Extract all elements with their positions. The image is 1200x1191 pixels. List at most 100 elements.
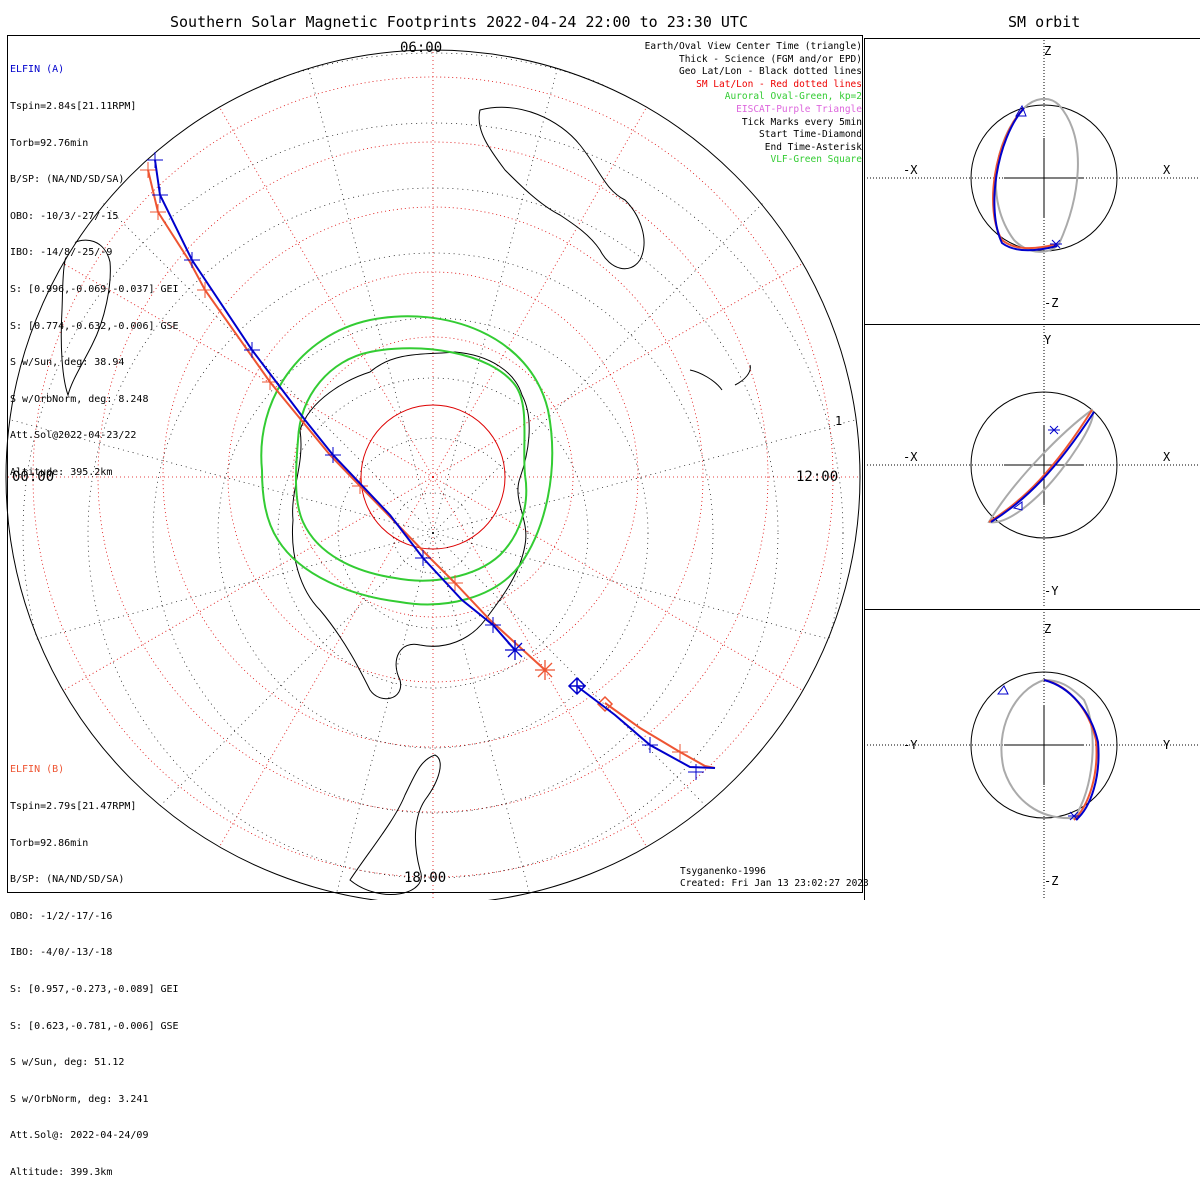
elfin-a-end-asterisk	[505, 640, 525, 660]
orbit-xy-bottom: -Y	[1044, 584, 1059, 598]
elfin-b-name: ELFIN (B)	[10, 764, 65, 776]
elfin-b-altitude: Altitude: 399.3km	[10, 1166, 113, 1178]
geo-lon-line	[432, 49, 568, 534]
orbit-panel-xy	[864, 324, 1200, 609]
orbit-xz-plot	[864, 40, 1200, 322]
geo-lat-circle	[392, 492, 474, 574]
orbit-yz-left: -Y	[903, 738, 918, 752]
legend-science: Thick - Science (FGM and/or EPD)	[678, 53, 862, 65]
map-side-mark: 1	[835, 414, 843, 428]
new-zealand-coastline	[689, 364, 751, 391]
orbit-xy-plot	[864, 326, 1200, 606]
orbit-yz-plot	[864, 612, 1200, 898]
geo-lat-circle	[337, 437, 529, 629]
plot-title: Southern Solar Magnetic Footprints 2022-…	[170, 13, 748, 31]
elfin-a-obo: OBO: -10/3/-27/-15	[10, 210, 119, 222]
elfin-b-attsol: Att.Sol@: 2022-04-24/09	[10, 1130, 149, 1142]
orbit-xz-bottom: -Z	[1044, 296, 1059, 310]
elfin-b-ibo: IBO: -4/0/-13/-18	[10, 947, 113, 959]
elfin-b-tspin: Tspin=2.79s[21.47RPM]	[10, 801, 137, 812]
elfin-a-track	[147, 152, 716, 780]
elfin-a-attsol: Att.Sol@2022-04-23/22	[10, 430, 137, 442]
geo-lat-circle	[22, 122, 844, 900]
geo-lon-line	[5, 398, 434, 534]
elfin-a-bsp: B/SP: (NA/ND/SD/SA)	[10, 174, 125, 186]
elfin-b-end-asterisk	[535, 660, 555, 680]
credits-model: Tsyganenko-1996	[680, 866, 766, 877]
orbit-xz-right: X	[1163, 163, 1171, 177]
elfin-b-s-gse: S: [0.623,-0.781,-0.006] GSE	[10, 1020, 179, 1032]
hour-label-top: 06:00	[400, 40, 443, 56]
legend-start-time: Start Time-Diamond	[759, 129, 862, 141]
geo-lon-line	[65, 532, 434, 900]
credits-created: Created: Fri Jan 13 23:02:27 2023	[680, 878, 869, 889]
legend-view-center: Earth/Oval View Center Time (triangle)	[644, 41, 862, 52]
orbit-yz-top: Z	[1044, 622, 1052, 636]
elfin-a-ibo: IBO: -14/8/-25/-9	[10, 247, 113, 259]
orbit-xz-left: -X	[903, 163, 918, 177]
sm-lat-circle	[162, 206, 704, 748]
sm-lon-line	[432, 236, 849, 478]
hour-label-right: 12:00	[796, 469, 839, 485]
sm-lat-circle	[97, 141, 769, 813]
sm-lon-line	[17, 476, 434, 718]
elfin-a-s-sun: S w/Sun, deg: 38.94	[10, 357, 125, 369]
orbit-plots	[864, 40, 1200, 898]
map-legend: Earth/Oval View Center Time (triangle) T…	[645, 41, 862, 167]
elfin-a-s-gse: S: [0.774,-0.632,-0.006] GSE	[10, 320, 179, 332]
orbit-panel-yz	[864, 609, 1200, 900]
legend-auroral-oval: Auroral Oval-Green, kp=2	[724, 91, 862, 103]
orbit-yz-bottom: -Z	[1044, 874, 1059, 888]
antarctica-coastline	[291, 351, 530, 700]
south-america-coastline	[349, 754, 441, 895]
elfin-a-start-diamond	[567, 676, 587, 696]
geo-lat-circle	[277, 377, 589, 689]
elfin-b-track	[140, 162, 716, 769]
geo-lon-line	[432, 165, 801, 534]
elfin-b-start-diamond	[596, 695, 614, 713]
sm-lon-line	[432, 61, 674, 478]
geo-lat-circle	[87, 187, 779, 879]
orbit-xy-top: Y	[1044, 333, 1052, 347]
auroral-oval-inner	[295, 347, 528, 582]
legend-vlf: VLF-Green Square	[770, 154, 862, 166]
credits: Tsyganenko-1996 Created: Fri Jan 13 23:0…	[680, 866, 869, 890]
geo-lat-circle	[152, 252, 714, 814]
geo-lon-line	[298, 49, 434, 534]
sm-lon-line	[192, 61, 434, 478]
sm-lon-line	[432, 476, 849, 718]
elfin-a-altitude: Altitude: 395.2km	[10, 466, 113, 478]
sm-lon-line	[192, 476, 434, 893]
hour-label-bottom: 18:00	[404, 870, 447, 886]
legend-eiscat: EISCAT-Purple Triangle	[736, 103, 862, 115]
elfin-a-s-gei: S: [0.996,-0.069,-0.037] GEI	[10, 283, 179, 295]
sm-lon-line	[432, 476, 674, 893]
elfin-b-bsp: B/SP: (NA/ND/SD/SA)	[10, 874, 125, 886]
elfin-b-obo: OBO: -1/2/-17/-16	[10, 910, 113, 922]
orbit-xy-left: -X	[903, 450, 918, 464]
elfin-b-torb: Torb=92.86min	[10, 837, 89, 849]
geo-lon-line	[432, 532, 568, 900]
legend-sm-grid: SM Lat/Lon - Red dotted lines	[696, 78, 862, 90]
elfin-a-tspin: Tspin=2.84s[21.11RPM]	[10, 101, 137, 112]
elfin-a-info: ELFIN (A) Tspin=2.84s[21.11RPM] Torb=92.…	[10, 40, 179, 491]
orbit-panel-title: SM orbit	[1008, 13, 1081, 31]
elfin-b-s-sun: S w/Sun, deg: 51.12	[10, 1057, 125, 1069]
geo-lon-line	[298, 532, 434, 900]
orbit-yz-right: Y	[1163, 738, 1171, 752]
legend-end-time: End Time-Asterisk	[764, 141, 862, 153]
elfin-b-s-gei: S: [0.957,-0.273,-0.089] GEI	[10, 983, 179, 995]
orbit-panel-xz	[864, 38, 1200, 324]
footprint-map	[5, 49, 861, 900]
elfin-a-name: ELFIN (A)	[10, 64, 65, 76]
geo-lon-line	[5, 532, 434, 668]
elfin-b-info: ELFIN (B) Tspin=2.79s[21.47RPM] Torb=92.…	[10, 740, 179, 1191]
geo-lon-line	[432, 532, 861, 668]
geo-lon-line	[65, 165, 434, 534]
legend-tick-marks: Tick Marks every 5min	[741, 116, 862, 128]
footprint-map-frame	[7, 35, 863, 893]
elfin-a-s-orbnorm: S w/OrbNorm, deg: 8.248	[10, 393, 149, 405]
orbit-xy-right: X	[1163, 450, 1171, 464]
geo-lon-line	[432, 398, 861, 534]
elfin-a-torb: Torb=92.76min	[10, 137, 89, 149]
